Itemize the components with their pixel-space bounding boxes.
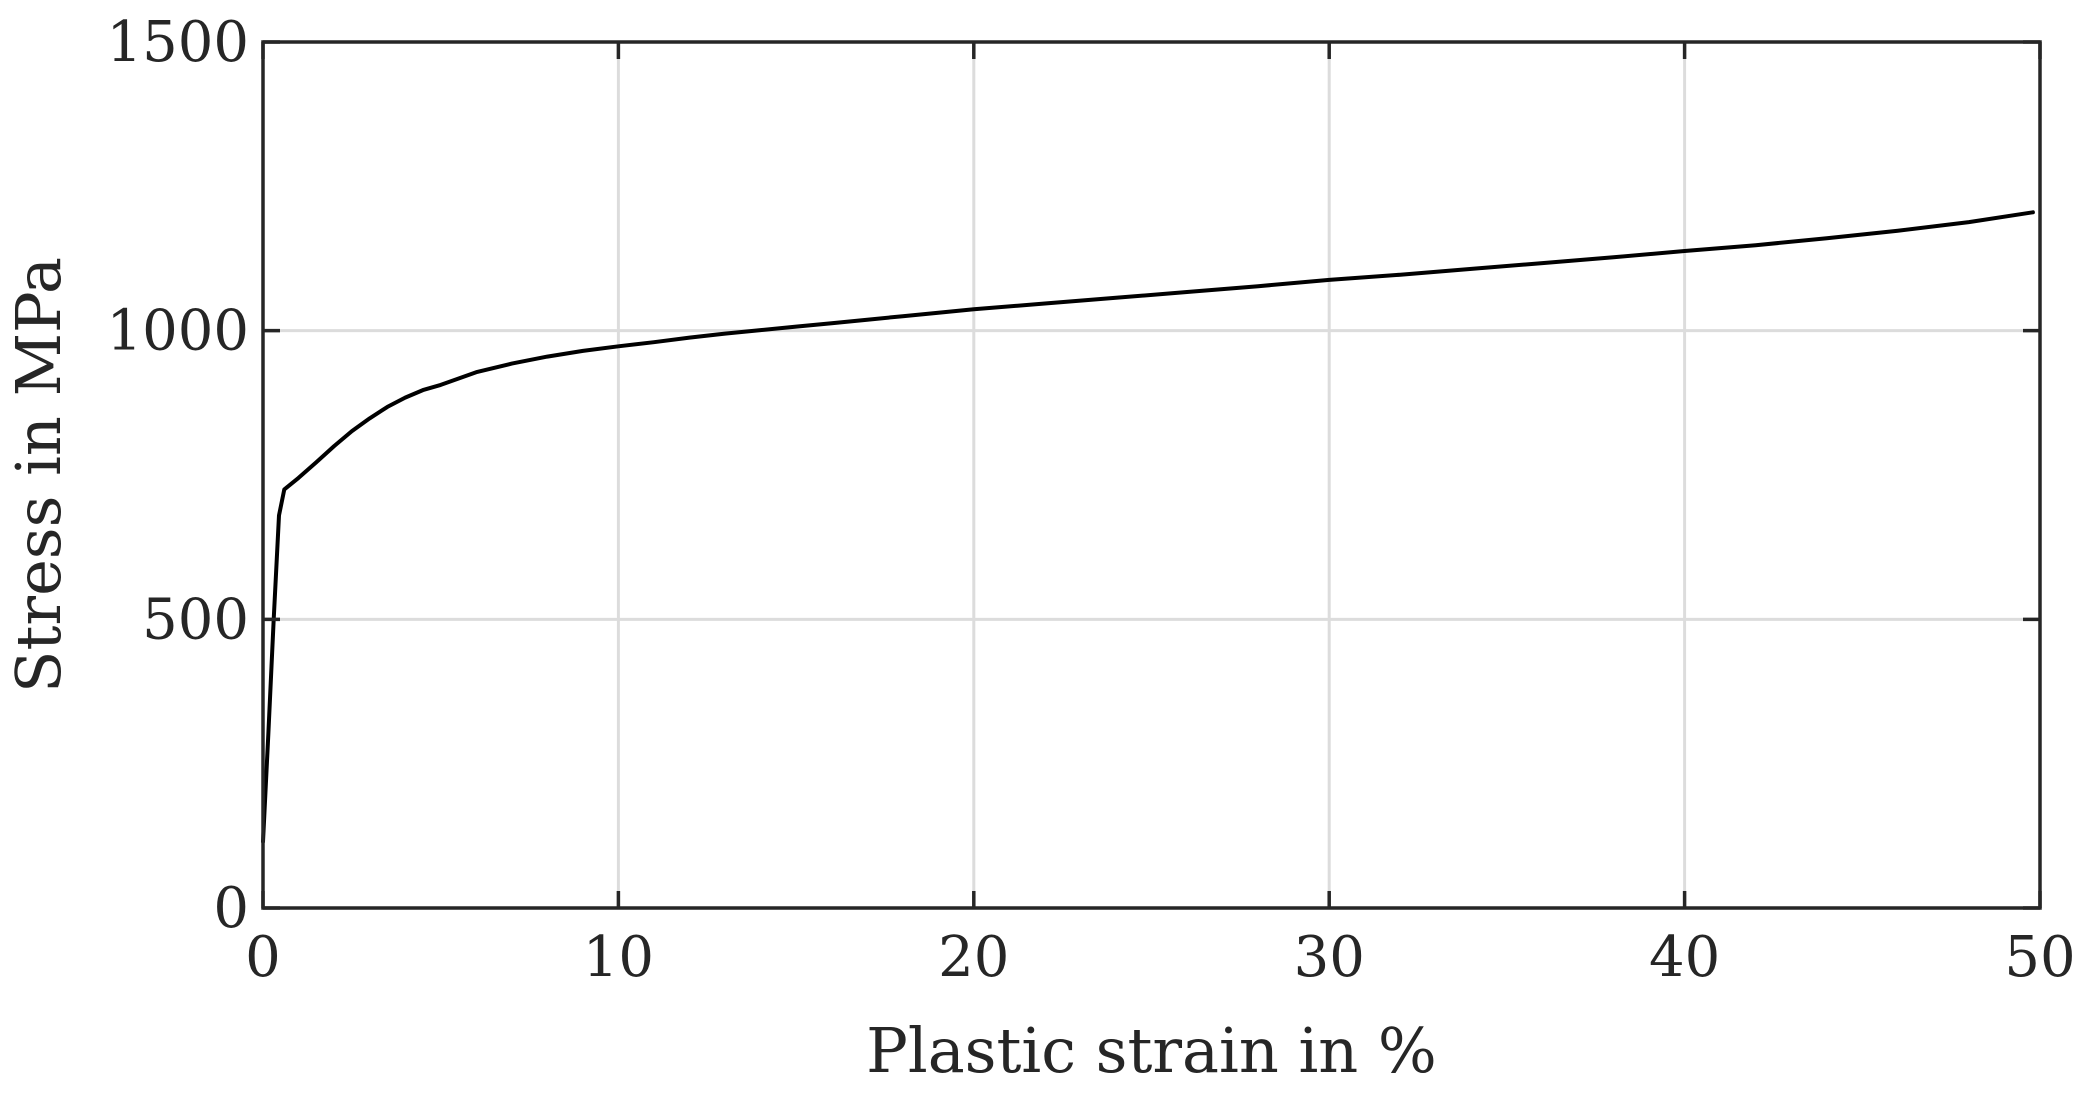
x-axis-label: Plastic strain in % — [866, 1014, 1437, 1087]
grid-layer — [263, 42, 2040, 908]
series-line — [261, 210, 2035, 844]
x-tick-label: 40 — [1649, 925, 1720, 990]
x-tick-label: 10 — [583, 925, 654, 990]
x-tick-label: 30 — [1294, 925, 1365, 990]
y-tick-label: 1500 — [106, 10, 249, 75]
x-tick-label: 20 — [938, 925, 1009, 990]
y-tick-label: 0 — [213, 876, 249, 941]
plot-area-frame — [261, 40, 2042, 910]
y-axis-label: Stress in MPa — [2, 257, 75, 693]
y-tick-label: 500 — [142, 587, 249, 652]
y-tick-label: 1000 — [106, 299, 249, 364]
x-tick-label: 0 — [245, 925, 281, 990]
x-tick-label: 50 — [2004, 925, 2075, 990]
series-layer — [261, 210, 2035, 844]
label-layer: Plastic strain in % Stress in MPa — [2, 257, 1437, 1087]
